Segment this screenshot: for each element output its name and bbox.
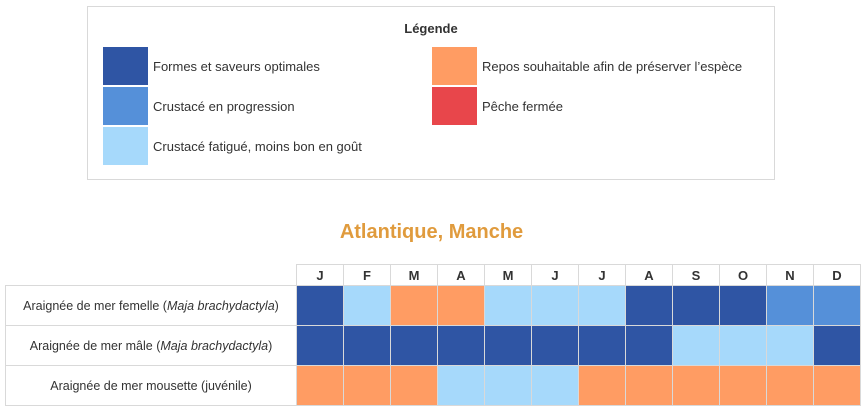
month-header-feb: F [343, 264, 391, 286]
status-cell-apr [437, 365, 485, 406]
status-cell-aug [625, 285, 673, 326]
status-cell-nov [766, 325, 814, 366]
legend-item-closed: Pêche fermée [432, 87, 563, 125]
legend-swatch-progress [103, 87, 148, 125]
status-cell-nov [766, 365, 814, 406]
legend-label-progress: Crustacé en progression [153, 98, 295, 114]
status-cell-mar [390, 365, 438, 406]
status-cell-dec [813, 365, 861, 406]
status-cell-dec [813, 285, 861, 326]
status-cell-nov [766, 285, 814, 326]
month-header-row: J F M A M J J A S O N D [5, 264, 861, 286]
status-cell-sep [672, 285, 720, 326]
status-cell-oct [719, 285, 767, 326]
legend-label-rest: Repos souhaitable afin de préserver l’es… [482, 58, 743, 74]
status-cell-may [484, 285, 532, 326]
species-name: Araignée de mer femelle (Maja brachydact… [5, 285, 297, 326]
status-cell-feb [343, 365, 391, 406]
status-cell-may [484, 365, 532, 406]
status-cell-jan [296, 285, 344, 326]
status-cell-feb [343, 285, 391, 326]
status-cell-jul [578, 365, 626, 406]
status-cell-sep [672, 325, 720, 366]
status-cell-may [484, 325, 532, 366]
legend-label-optimal: Formes et saveurs optimales [153, 58, 320, 74]
month-header-oct: O [719, 264, 767, 286]
status-cell-jun [531, 365, 579, 406]
species-latin-name: Maja brachydactyla [166, 298, 275, 313]
header-corner [5, 264, 297, 286]
month-header-dec: D [813, 264, 861, 286]
species-latin-name: Maja brachydactyla [160, 338, 269, 353]
month-header-nov: N [766, 264, 814, 286]
legend-swatch-rest [432, 47, 477, 85]
legend-label-closed: Pêche fermée [482, 98, 563, 114]
status-cell-mar [390, 325, 438, 366]
legend-item-optimal: Formes et saveurs optimales [103, 47, 320, 85]
status-cell-mar [390, 285, 438, 326]
month-header-sep: S [672, 264, 720, 286]
status-cell-oct [719, 365, 767, 406]
status-cell-jul [578, 285, 626, 326]
species-row: Araignée de mer femelle (Maja brachydact… [5, 285, 861, 326]
species-common-name: Araignée de mer mousette (juvénile) [50, 378, 252, 393]
status-cell-jun [531, 325, 579, 366]
month-header-aug: A [625, 264, 673, 286]
status-cell-aug [625, 365, 673, 406]
legend-swatch-tired [103, 127, 148, 165]
status-cell-apr [437, 325, 485, 366]
legend-title: Légende [404, 21, 458, 36]
legend-swatch-optimal [103, 47, 148, 85]
status-cell-dec [813, 325, 861, 366]
status-cell-apr [437, 285, 485, 326]
status-cell-oct [719, 325, 767, 366]
legend-item-tired: Crustacé fatigué, moins bon en goût [103, 127, 362, 165]
status-cell-aug [625, 325, 673, 366]
month-header-mar: M [390, 264, 438, 286]
calendar-body: Araignée de mer femelle (Maja brachydact… [5, 285, 861, 406]
month-header-jun: J [531, 264, 579, 286]
status-cell-jul [578, 325, 626, 366]
species-row: Araignée de mer mousette (juvénile) [5, 365, 861, 406]
legend-item-progress: Crustacé en progression [103, 87, 295, 125]
month-header-jan: J [296, 264, 344, 286]
month-header-may: M [484, 264, 532, 286]
status-cell-jan [296, 325, 344, 366]
status-cell-feb [343, 325, 391, 366]
legend-item-rest: Repos souhaitable afin de préserver l’es… [432, 47, 742, 85]
month-header-jul: J [578, 264, 626, 286]
status-cell-jan [296, 365, 344, 406]
legend-swatch-closed [432, 87, 477, 125]
species-common-name: Araignée de mer femelle [23, 298, 160, 313]
species-name: Araignée de mer mousette (juvénile) [5, 365, 297, 406]
month-header-apr: A [437, 264, 485, 286]
legend-label-tired: Crustacé fatigué, moins bon en goût [153, 138, 362, 154]
species-row: Araignée de mer mâle (Maja brachydactyla… [5, 325, 861, 366]
calendar-table: J F M A M J J A S O N D Araignée de mer … [5, 264, 861, 406]
status-cell-jun [531, 285, 579, 326]
chart-title: Atlantique, Manche [339, 221, 524, 243]
species-common-name: Araignée de mer mâle [29, 338, 153, 353]
legend-box: Légende Formes et saveurs optimales Crus… [87, 6, 775, 180]
status-cell-sep [672, 365, 720, 406]
species-name: Araignée de mer mâle (Maja brachydactyla… [5, 325, 297, 366]
